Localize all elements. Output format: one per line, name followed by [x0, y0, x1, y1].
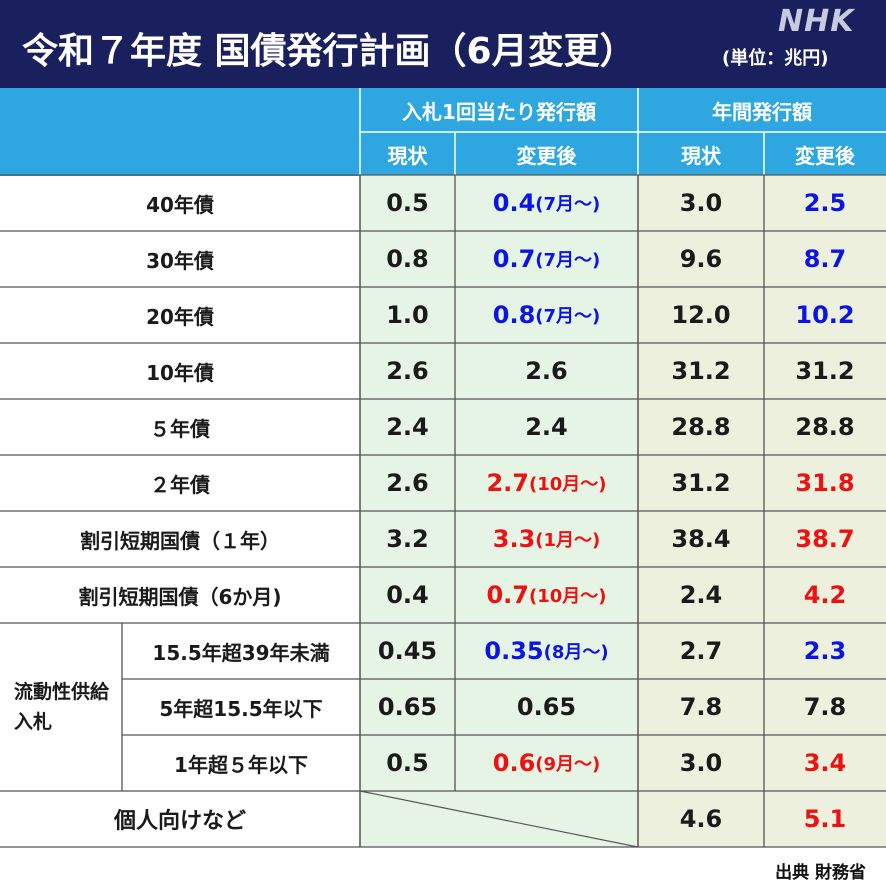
- annual-now-value: 38.4: [671, 525, 731, 553]
- per-now-value: 0.4: [386, 581, 429, 609]
- per-after-start-note: (9月〜): [535, 754, 601, 775]
- per-after-value: 0.7 (7月〜): [455, 231, 638, 287]
- per-now-value: 1.0: [386, 301, 429, 329]
- per-after-amount: 2.7: [486, 469, 529, 497]
- annual-now-value: 12.0: [671, 301, 731, 329]
- group-header-annual: 年間発行額: [712, 99, 812, 124]
- annual-after-value: 31.8: [795, 469, 855, 497]
- row-label: 5年超15.5年以下: [159, 696, 323, 721]
- sub-header: 現状: [387, 143, 428, 168]
- per-after-start-note: (8月〜): [543, 642, 609, 663]
- per-now-value: 0.65: [377, 693, 438, 721]
- row-label: 30年債: [146, 248, 214, 273]
- annual-after-value: 5.1: [803, 805, 847, 833]
- row-label: 15.5年超39年未満: [152, 640, 330, 665]
- per-after-start-note: (7月〜): [535, 194, 601, 215]
- sub-header: 変更後: [795, 143, 855, 168]
- per-after-value: 0.65: [455, 679, 638, 735]
- per-after-amount: 0.65: [516, 693, 577, 721]
- annual-now-value: 28.8: [671, 413, 731, 441]
- per-after-amount: 0.7: [492, 245, 536, 273]
- annual-after-value: 3.4: [803, 749, 847, 777]
- per-after-value: 0.7 (10月〜): [455, 567, 638, 623]
- annual-now-value: 2.4: [679, 581, 723, 609]
- annual-after-value: 28.8: [795, 413, 855, 441]
- annual-now-value: 3.0: [679, 749, 723, 777]
- per-now-value: 0.5: [386, 189, 429, 217]
- row-label: 1年超５年以下: [174, 752, 308, 777]
- per-after-amount: 3.3: [492, 525, 536, 553]
- per-after-amount: 0.4: [492, 189, 536, 217]
- per-after-start-note: (1月〜): [535, 530, 601, 551]
- per-after-value: 0.8 (7月〜): [455, 287, 638, 343]
- page-title: 令和７年度 国債発行計画（6月変更）: [22, 31, 636, 72]
- per-after-value: 3.3 (1月〜): [455, 511, 638, 567]
- per-after-start-note: (10月〜): [529, 586, 607, 607]
- per-after-value: 0.4 (7月〜): [455, 175, 638, 231]
- per-after-start-note: (7月〜): [535, 306, 601, 327]
- annual-after-value: 38.7: [795, 525, 855, 553]
- annual-now-value: 31.2: [671, 469, 731, 497]
- unit-label: (単位：兆円): [722, 48, 829, 69]
- per-now-value: 2.6: [386, 469, 429, 497]
- per-after-amount: 0.35: [484, 637, 544, 665]
- row-label: 割引短期国債（6か月): [78, 584, 282, 609]
- annual-now-value: 9.6: [679, 245, 723, 273]
- per-after-start-note: (10月〜): [529, 474, 607, 495]
- per-now-value: 0.5: [386, 749, 429, 777]
- annual-after-value: 8.7: [803, 245, 847, 273]
- per-now-value: 0.45: [377, 637, 438, 665]
- per-now-value: 3.2: [386, 525, 429, 553]
- row-label: 割引短期国債（１年）: [80, 528, 280, 553]
- per-after-start-note: (7月〜): [535, 250, 601, 271]
- source-note: 出典 財務省: [775, 863, 866, 883]
- annual-after-value: 4.2: [803, 581, 847, 609]
- per-after-value: 2.6: [455, 343, 638, 399]
- row-label: 20年債: [146, 304, 214, 329]
- row-label: 40年債: [146, 192, 214, 217]
- per-after-value: 0.35 (8月〜): [455, 623, 638, 679]
- per-now-value: 2.6: [386, 357, 429, 385]
- per-after-amount: 0.8: [492, 301, 536, 329]
- annual-now-value: 2.7: [679, 637, 723, 665]
- per-after-amount: 2.4: [525, 413, 568, 441]
- annual-after-value: 2.5: [803, 189, 847, 217]
- nhk-logo: NHK: [778, 4, 855, 39]
- per-after-value: 0.6 (9月〜): [455, 735, 638, 791]
- annual-after-value: 31.2: [795, 357, 855, 385]
- per-after-amount: 2.6: [525, 357, 568, 385]
- per-now-value: 0.8: [386, 245, 429, 273]
- annual-after-value: 10.2: [795, 301, 855, 329]
- per-after-amount: 0.7: [486, 581, 529, 609]
- annual-now-value: 7.8: [679, 693, 723, 721]
- per-after-value: 2.4: [455, 399, 638, 455]
- group-header-per-round: 入札1回当たり発行額: [402, 99, 596, 124]
- per-after-amount: 0.6: [492, 749, 536, 777]
- per-now-value: 2.4: [386, 413, 429, 441]
- row-label: 10年債: [146, 360, 214, 385]
- sub-header: 現状: [681, 143, 721, 168]
- group-label-liquidity: 流動性供給入札: [14, 681, 110, 733]
- annual-after-value: 2.3: [803, 637, 847, 665]
- row-label: 個人向けなど: [113, 809, 246, 834]
- row-label: ５年債: [150, 416, 210, 441]
- annual-after-value: 7.8: [803, 693, 847, 721]
- annual-now-value: 3.0: [679, 189, 723, 217]
- title-banner: 令和７年度 国債発行計画（6月変更） (単位：兆円) NHK: [0, 0, 886, 88]
- per-after-value: 2.7 (10月〜): [455, 455, 638, 511]
- annual-now-value: 31.2: [671, 357, 731, 385]
- annual-now-value: 4.6: [679, 805, 723, 833]
- sub-header: 変更後: [516, 143, 577, 168]
- row-label: ２年債: [150, 472, 210, 497]
